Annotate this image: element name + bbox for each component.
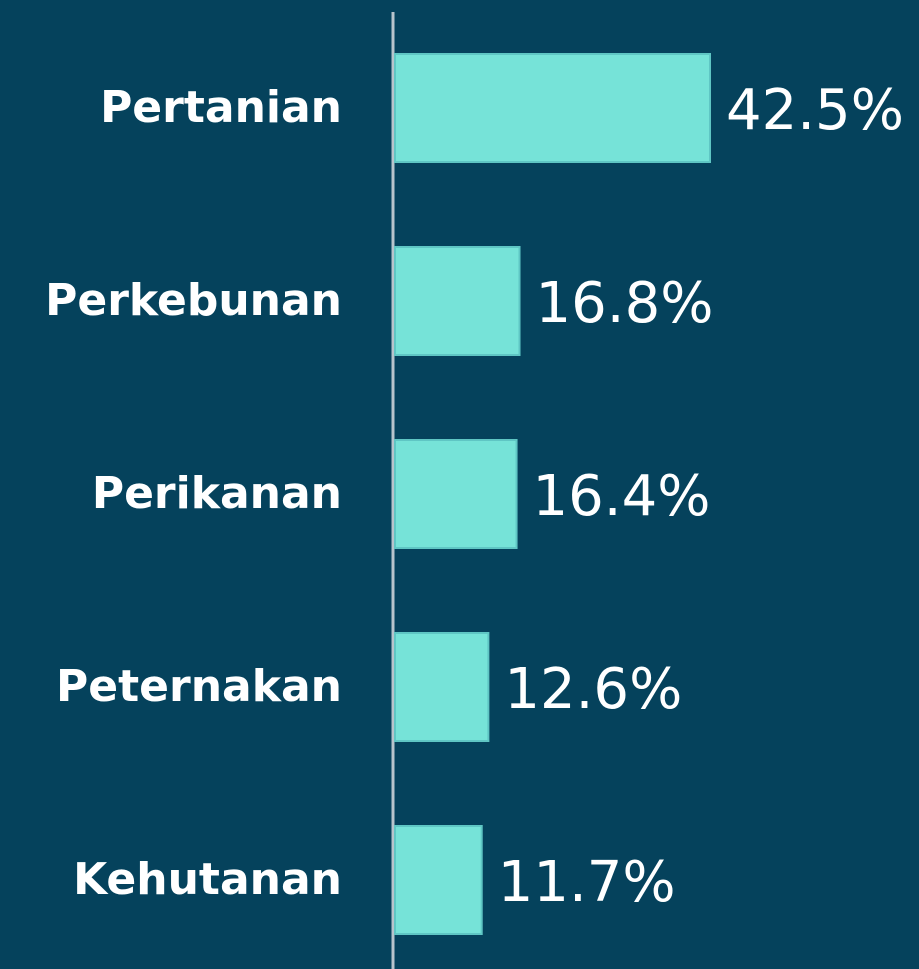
bar: [394, 246, 521, 356]
bar: [394, 632, 490, 742]
category-label: Perikanan: [92, 468, 342, 519]
data-label: 16.4%: [533, 464, 711, 529]
data-label: 12.6%: [504, 657, 682, 722]
data-label: 16.8%: [536, 271, 714, 336]
category-label: Pertanian: [100, 82, 342, 133]
bar: [394, 53, 711, 163]
data-label: 42.5%: [726, 78, 904, 143]
bar: [394, 825, 483, 935]
bar: [394, 439, 518, 549]
data-label: 11.7%: [498, 850, 676, 915]
category-label: Peternakan: [56, 661, 342, 712]
category-label: Perkebunan: [45, 275, 342, 326]
category-label: Kehutanan: [73, 854, 342, 905]
